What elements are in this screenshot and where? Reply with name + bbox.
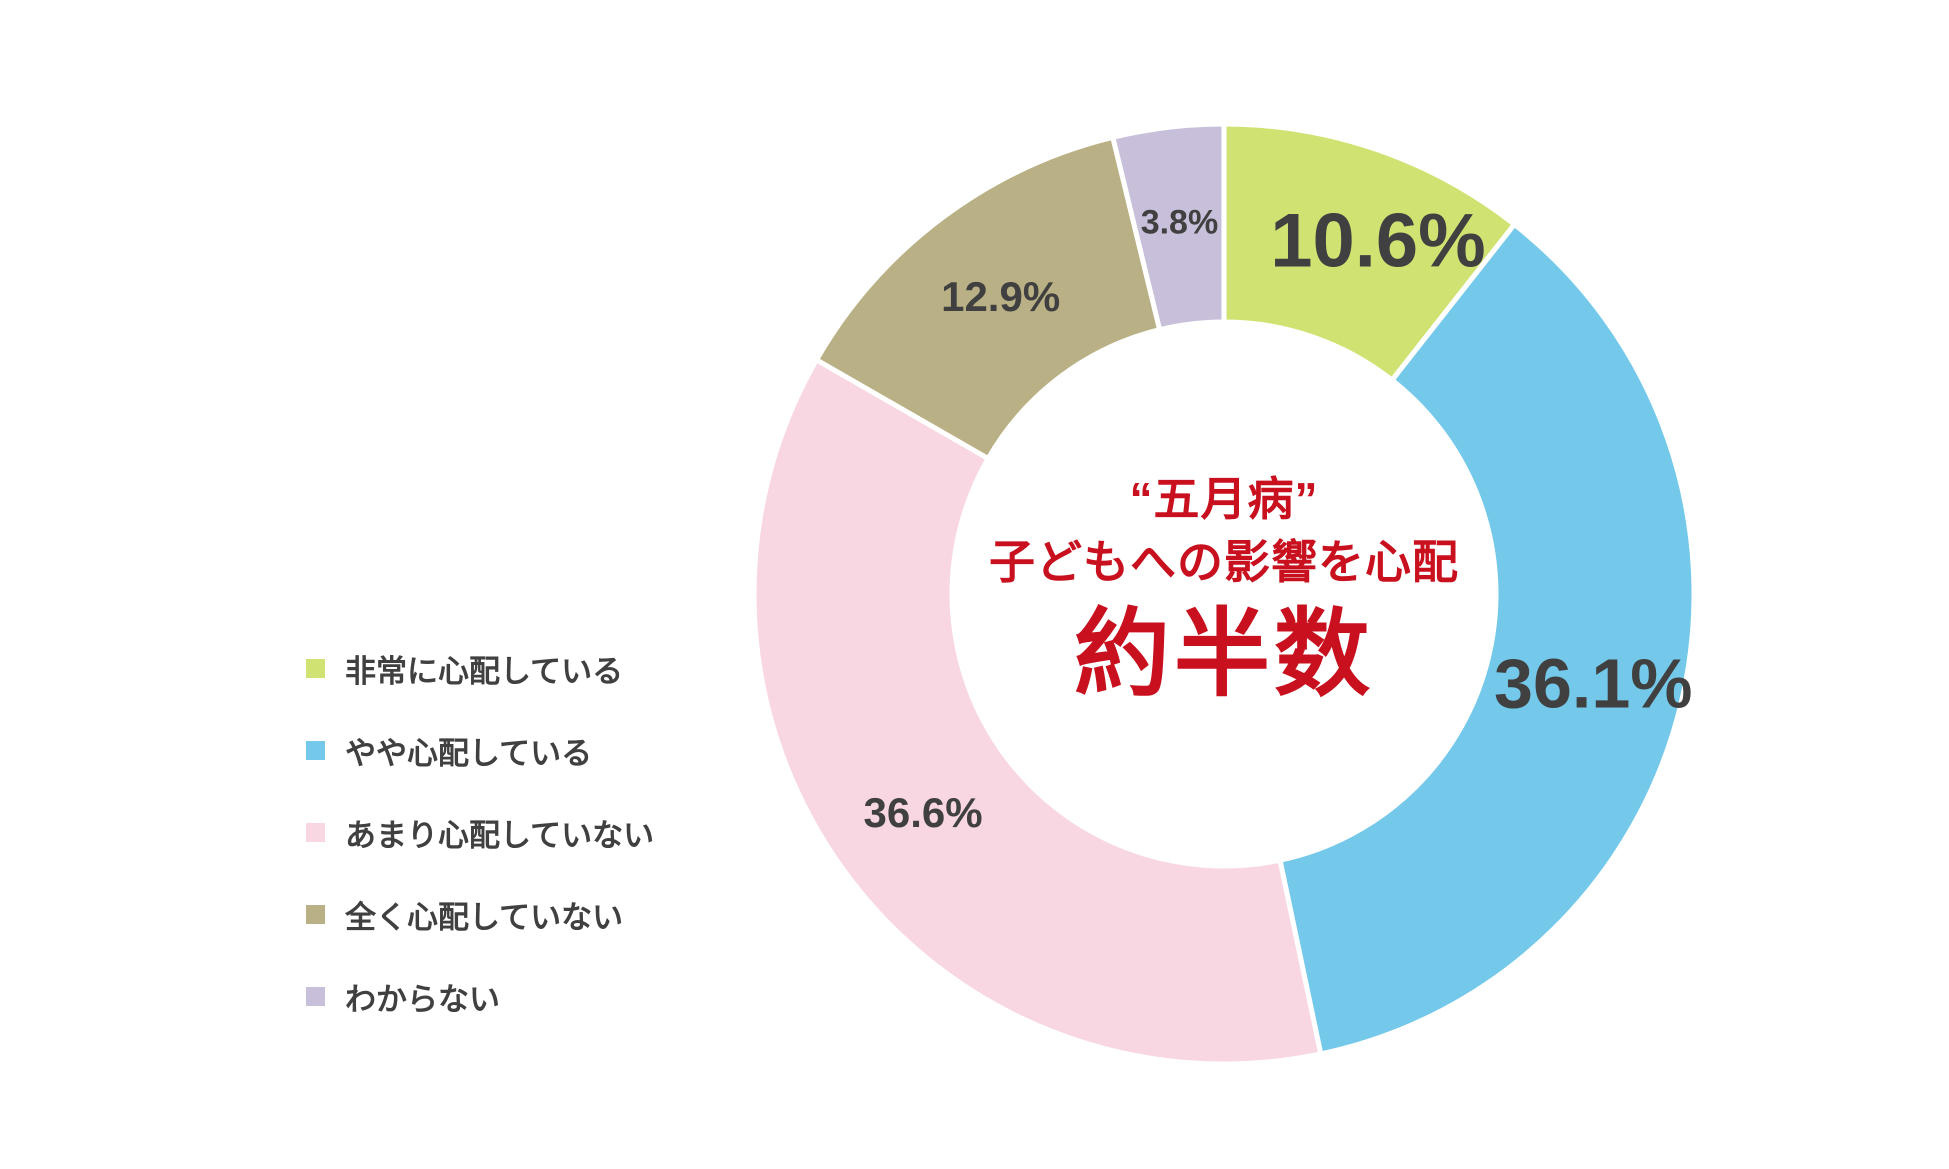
legend-label-2: やや心配している xyxy=(345,735,593,771)
legend-item-5: わからない xyxy=(306,955,654,1037)
legend-item-3: あまり心配していない xyxy=(306,791,654,873)
legend-label-3: あまり心配していない xyxy=(345,817,655,853)
legend-swatch-5 xyxy=(306,986,325,1006)
legend-swatch-1 xyxy=(306,658,325,678)
chart-legend: 非常に心配している やや心配しているあまり心配していない 全く心配していない わからな… xyxy=(306,627,654,1037)
slice-value-label-5: 3.8% xyxy=(1141,204,1219,242)
center-text-line1: “五月病” xyxy=(1129,473,1319,525)
legend-label-4: 全く心配していない xyxy=(345,899,624,935)
slice-value-label-1: 10.6% xyxy=(1270,199,1486,284)
donut-slice-5 xyxy=(1109,121,1227,333)
legend-item-1: 非常に心配している xyxy=(306,627,654,709)
legend-item-2: やや心配している xyxy=(306,709,654,791)
donut-slice-4 xyxy=(813,134,1163,462)
slice-value-label-2: 36.1% xyxy=(1494,645,1692,723)
legend-label-5: わからない xyxy=(345,981,500,1017)
legend-swatch-2 xyxy=(306,740,325,760)
donut-center-text: “五月病” 子どもへの影響を心配 約半数 xyxy=(989,468,1459,706)
center-text-line2: 子どもへの影響を心配 xyxy=(989,536,1459,589)
donut-slice-3 xyxy=(751,356,1324,1067)
legend-label-1: 非常に心配している xyxy=(345,653,624,689)
center-text-line3: 約半数 xyxy=(1074,600,1374,708)
donut-slice-2 xyxy=(1277,220,1697,1057)
legend-swatch-3 xyxy=(306,822,325,842)
slice-value-label-3: 36.6% xyxy=(863,789,982,836)
slice-value-label-4: 12.9% xyxy=(941,273,1060,320)
legend-item-4: 全く心配していない xyxy=(306,873,654,955)
legend-swatch-4 xyxy=(306,904,325,924)
